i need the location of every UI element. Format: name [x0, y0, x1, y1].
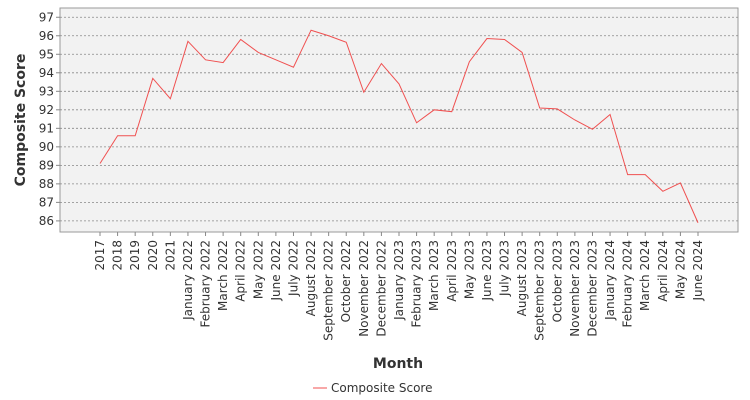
- x-tick-label: February 2022: [199, 240, 213, 328]
- x-tick-label: May 2024: [673, 240, 687, 299]
- x-tick-label: 2017: [93, 240, 107, 271]
- y-tick-label: 88: [39, 177, 54, 191]
- x-tick-label: October 2023: [550, 240, 564, 322]
- y-tick-label: 89: [39, 158, 54, 172]
- x-tick-label: January 2024: [603, 240, 617, 321]
- y-tick-label: 90: [39, 140, 54, 154]
- x-tick-label: February 2024: [621, 240, 635, 328]
- y-tick-label: 92: [39, 103, 54, 117]
- x-tick-label: April 2022: [234, 240, 248, 302]
- x-tick-label: January 2022: [181, 240, 195, 321]
- x-tick-label: August 2022: [304, 240, 318, 316]
- x-tick-label: 2018: [111, 240, 125, 271]
- y-axis-title: Composite Score: [13, 54, 29, 187]
- x-tick-label: January 2023: [392, 240, 406, 321]
- x-tick-label: May 2023: [462, 240, 476, 299]
- x-tick-label: March 2023: [427, 240, 441, 311]
- y-tick-label: 86: [39, 214, 54, 228]
- x-tick-label: 2020: [146, 240, 160, 271]
- y-tick-label: 93: [39, 84, 54, 98]
- x-tick-label: April 2023: [445, 240, 459, 302]
- x-tick-label: March 2022: [216, 240, 230, 311]
- x-tick-label: February 2023: [410, 240, 424, 328]
- x-tick-label: June 2024: [691, 240, 705, 302]
- x-tick-label: October 2022: [339, 240, 353, 322]
- plot-area: [59, 7, 739, 233]
- x-tick-label: June 2022: [269, 240, 283, 302]
- x-tick-label: May 2022: [251, 240, 265, 299]
- x-tick-label: November 2022: [357, 240, 371, 337]
- data-line: [99, 29, 699, 223]
- x-tick-label: July 2022: [286, 240, 300, 297]
- y-tick-label: 97: [39, 10, 54, 24]
- x-tick-label: 2019: [128, 240, 142, 271]
- x-tick-label: August 2023: [515, 240, 529, 316]
- legend-label: Composite Score: [331, 381, 432, 395]
- x-tick-label: June 2023: [480, 240, 494, 302]
- x-tick-label: September 2022: [322, 240, 336, 341]
- x-tick-label: July 2023: [498, 240, 512, 297]
- y-tick-label: 87: [39, 195, 54, 209]
- y-tick-label: 96: [39, 29, 54, 43]
- y-tick-label: 94: [39, 66, 54, 80]
- y-tick-label: 95: [39, 47, 54, 61]
- x-tick-label: September 2023: [533, 240, 547, 341]
- x-axis-title: Month: [373, 356, 423, 372]
- x-tick-label: December 2023: [585, 240, 599, 337]
- x-tick-label: November 2023: [568, 240, 582, 337]
- y-tick-label: 91: [39, 121, 54, 135]
- x-tick-label: March 2024: [638, 240, 652, 311]
- x-tick-label: December 2022: [374, 240, 388, 337]
- x-tick-label: 2021: [163, 240, 177, 271]
- x-tick-label: April 2024: [656, 240, 670, 302]
